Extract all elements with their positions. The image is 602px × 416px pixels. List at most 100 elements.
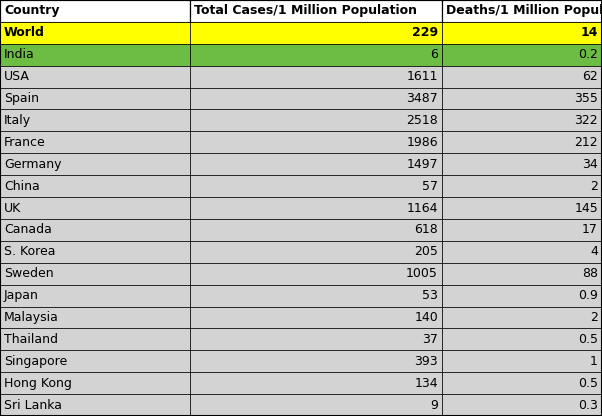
Bar bbox=[190, 44, 442, 66]
Bar bbox=[442, 394, 602, 416]
Text: 1986: 1986 bbox=[406, 136, 438, 149]
Bar bbox=[442, 285, 602, 307]
Bar bbox=[0, 0, 190, 22]
Bar bbox=[442, 109, 602, 131]
Bar bbox=[442, 0, 602, 22]
Text: World: World bbox=[4, 26, 45, 40]
Text: 1164: 1164 bbox=[406, 201, 438, 215]
Bar bbox=[442, 219, 602, 241]
Bar bbox=[0, 109, 190, 131]
Bar bbox=[0, 131, 190, 153]
Text: 0.3: 0.3 bbox=[578, 399, 598, 411]
Bar bbox=[442, 372, 602, 394]
Text: Singapore: Singapore bbox=[4, 355, 67, 368]
Text: USA: USA bbox=[4, 70, 30, 83]
Bar bbox=[0, 197, 190, 219]
Bar bbox=[442, 350, 602, 372]
Text: Sweden: Sweden bbox=[4, 267, 54, 280]
Bar bbox=[190, 109, 442, 131]
Bar bbox=[190, 263, 442, 285]
Bar bbox=[190, 197, 442, 219]
Text: 1: 1 bbox=[590, 355, 598, 368]
Bar bbox=[0, 219, 190, 241]
Text: Hong Kong: Hong Kong bbox=[4, 376, 72, 390]
Text: 0.5: 0.5 bbox=[578, 376, 598, 390]
Text: 62: 62 bbox=[582, 70, 598, 83]
Bar bbox=[190, 285, 442, 307]
Bar bbox=[190, 88, 442, 109]
Bar bbox=[0, 263, 190, 285]
Bar bbox=[0, 153, 190, 175]
Text: 205: 205 bbox=[414, 245, 438, 258]
Text: Total Cases/1 Million Population: Total Cases/1 Million Population bbox=[194, 5, 417, 17]
Text: 0.9: 0.9 bbox=[578, 289, 598, 302]
Bar bbox=[442, 44, 602, 66]
Bar bbox=[190, 219, 442, 241]
Bar bbox=[190, 328, 442, 350]
Bar bbox=[190, 372, 442, 394]
Text: 0.5: 0.5 bbox=[578, 333, 598, 346]
Bar bbox=[442, 22, 602, 44]
Bar bbox=[442, 153, 602, 175]
Bar bbox=[442, 131, 602, 153]
Text: 1005: 1005 bbox=[406, 267, 438, 280]
Text: 393: 393 bbox=[414, 355, 438, 368]
Bar bbox=[190, 0, 442, 22]
Text: India: India bbox=[4, 48, 35, 61]
Bar bbox=[442, 263, 602, 285]
Text: 140: 140 bbox=[414, 311, 438, 324]
Bar bbox=[0, 241, 190, 263]
Text: 57: 57 bbox=[422, 180, 438, 193]
Text: 212: 212 bbox=[574, 136, 598, 149]
Bar bbox=[190, 131, 442, 153]
Bar bbox=[190, 394, 442, 416]
Text: UK: UK bbox=[4, 201, 21, 215]
Bar bbox=[0, 44, 190, 66]
Text: Deaths/1 Million Population: Deaths/1 Million Population bbox=[446, 5, 602, 17]
Text: China: China bbox=[4, 180, 40, 193]
Bar bbox=[190, 153, 442, 175]
Text: 14: 14 bbox=[580, 26, 598, 40]
Bar bbox=[442, 66, 602, 88]
Text: 4: 4 bbox=[590, 245, 598, 258]
Bar bbox=[442, 328, 602, 350]
Text: 2: 2 bbox=[590, 311, 598, 324]
Bar bbox=[0, 22, 190, 44]
Bar bbox=[0, 328, 190, 350]
Bar bbox=[0, 88, 190, 109]
Text: S. Korea: S. Korea bbox=[4, 245, 55, 258]
Bar bbox=[442, 88, 602, 109]
Text: Japan: Japan bbox=[4, 289, 39, 302]
Text: 145: 145 bbox=[574, 201, 598, 215]
Text: 3487: 3487 bbox=[406, 92, 438, 105]
Text: 2518: 2518 bbox=[406, 114, 438, 127]
Text: 53: 53 bbox=[422, 289, 438, 302]
Text: France: France bbox=[4, 136, 46, 149]
Text: 9: 9 bbox=[430, 399, 438, 411]
Text: 6: 6 bbox=[430, 48, 438, 61]
Text: 1497: 1497 bbox=[406, 158, 438, 171]
Bar bbox=[0, 394, 190, 416]
Bar bbox=[0, 175, 190, 197]
Bar bbox=[190, 350, 442, 372]
Text: Italy: Italy bbox=[4, 114, 31, 127]
Text: Sri Lanka: Sri Lanka bbox=[4, 399, 62, 411]
Text: Malaysia: Malaysia bbox=[4, 311, 59, 324]
Text: 134: 134 bbox=[414, 376, 438, 390]
Bar bbox=[0, 307, 190, 328]
Bar bbox=[442, 307, 602, 328]
Bar bbox=[0, 372, 190, 394]
Bar bbox=[0, 285, 190, 307]
Text: Country: Country bbox=[4, 5, 60, 17]
Text: 34: 34 bbox=[582, 158, 598, 171]
Text: Spain: Spain bbox=[4, 92, 39, 105]
Text: 322: 322 bbox=[574, 114, 598, 127]
Bar bbox=[442, 175, 602, 197]
Text: 17: 17 bbox=[582, 223, 598, 236]
Bar bbox=[442, 241, 602, 263]
Bar bbox=[190, 175, 442, 197]
Text: 618: 618 bbox=[414, 223, 438, 236]
Text: 229: 229 bbox=[412, 26, 438, 40]
Text: 88: 88 bbox=[582, 267, 598, 280]
Bar bbox=[190, 307, 442, 328]
